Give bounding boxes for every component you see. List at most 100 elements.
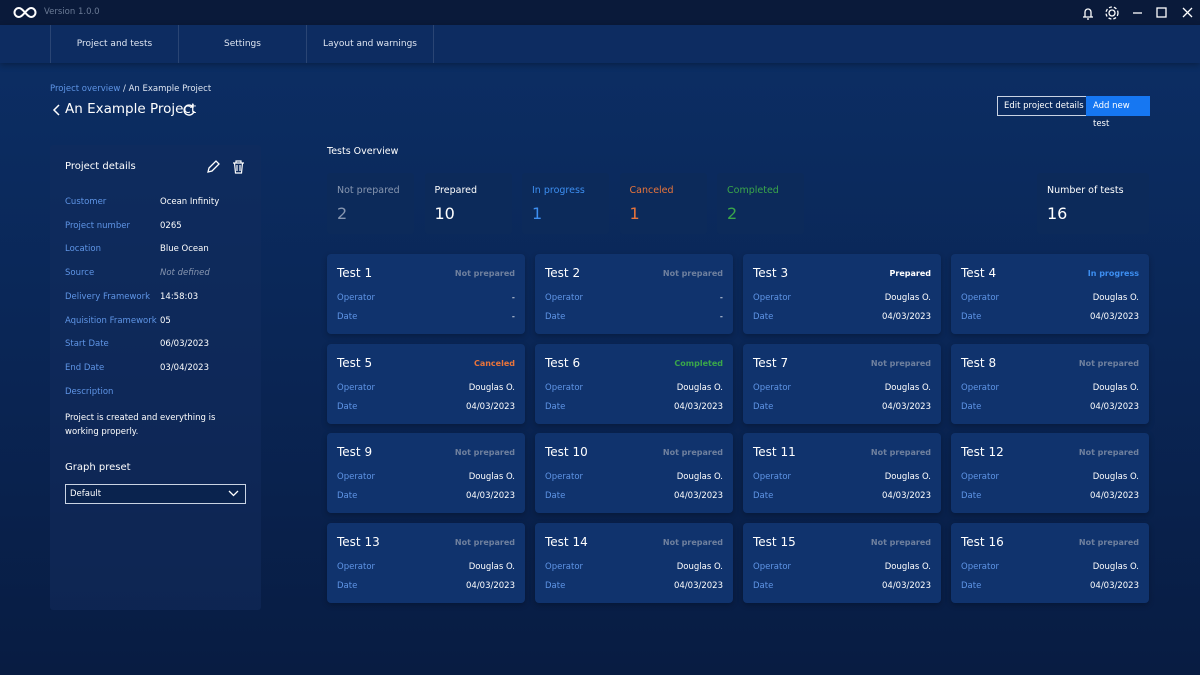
date-value: 04/03/2023 — [466, 401, 515, 412]
test-card[interactable]: Test 15 Not prepared Operator Douglas O. Dat… — [743, 522, 941, 603]
graph-preset-select[interactable]: Default — [65, 484, 246, 504]
nav-tab[interactable]: Layout and warnings — [306, 25, 434, 63]
date-value: 04/03/2023 — [674, 401, 723, 412]
breadcrumb-separator: / — [123, 84, 126, 94]
operator-value: Douglas O. — [1092, 382, 1139, 393]
test-name: Test 14 — [545, 534, 588, 549]
panel-title: Project details — [65, 161, 136, 172]
stat-label: Not prepared — [337, 185, 400, 196]
back-button[interactable] — [52, 104, 62, 116]
date-value: 04/03/2023 — [882, 312, 931, 322]
field-value: Ocean Infinity — [160, 197, 220, 207]
field-label: Delivery Framework — [65, 291, 151, 302]
test-card[interactable]: Test 7 Not prepared Operator Douglas O. Date… — [743, 343, 941, 424]
date-label: Date — [545, 401, 566, 412]
edit-button[interactable]: Edit project details — [997, 96, 1091, 116]
operator-value: Douglas O. — [1092, 561, 1139, 572]
operator-value: Douglas O. — [884, 293, 931, 303]
test-card[interactable]: Test 1 Not prepared Operator - Date - — [327, 254, 525, 334]
operator-label: Operator — [753, 382, 792, 393]
test-card[interactable]: Test 4 In progress Operator Douglas O. Date 0… — [951, 254, 1149, 334]
test-status: Not prepared — [662, 537, 723, 547]
overview-title: Tests Overview — [327, 146, 399, 157]
operator-label: Operator — [545, 561, 584, 572]
test-status: Canceled — [473, 358, 515, 368]
stat-label: Number of tests — [1047, 185, 1124, 196]
stat-card: Prepared 10 — [424, 173, 512, 234]
test-card[interactable]: Test 5 Canceled Operator Douglas O. Date 04/0… — [327, 343, 525, 424]
date-value: 04/03/2023 — [1090, 491, 1139, 501]
date-label: Date — [753, 312, 774, 322]
nav-tab[interactable]: Project and tests — [50, 25, 178, 63]
refresh-button[interactable] — [182, 103, 196, 117]
stat-label: Completed — [727, 185, 779, 196]
operator-value: - — [511, 293, 515, 303]
operator-value: Douglas O. — [468, 382, 515, 393]
date-label: Date — [753, 580, 774, 591]
test-name: Test 7 — [753, 355, 789, 370]
operator-value: Douglas O. — [676, 472, 723, 482]
test-name: Test 4 — [961, 266, 997, 280]
close-button[interactable] — [1182, 7, 1194, 19]
test-card[interactable]: Test 6 Completed Operator Douglas O. Date 04/… — [535, 343, 733, 424]
date-value: 04/03/2023 — [466, 491, 515, 501]
stat-value: 2 — [727, 204, 738, 223]
operator-value: Douglas O. — [884, 472, 931, 482]
operator-label: Operator — [337, 293, 376, 303]
date-value: 04/03/2023 — [1090, 401, 1139, 412]
test-name: Test 8 — [961, 355, 997, 370]
test-card[interactable]: Test 10 Not prepared Operator Douglas O. Dat… — [535, 433, 733, 513]
field-label: Location — [65, 244, 101, 255]
test-card[interactable]: Test 2 Not prepared Operator - Date - — [535, 254, 733, 334]
stat-value: 1 — [532, 204, 543, 223]
add-test-button[interactable]: Add new test — [1086, 96, 1150, 129]
stat-card: Canceled 1 — [619, 173, 707, 234]
field-value: 06/03/2023 — [160, 339, 209, 350]
breadcrumb-link[interactable]: Project overview — [50, 84, 121, 94]
description: Project is created and everything is wor… — [65, 413, 216, 437]
operator-value: Douglas O. — [676, 561, 723, 572]
operator-label: Operator — [545, 472, 584, 482]
date-label: Date — [337, 401, 358, 412]
date-value: 04/03/2023 — [1090, 312, 1139, 322]
operator-label: Operator — [545, 293, 584, 303]
date-value: 04/03/2023 — [674, 580, 723, 591]
test-status: Not prepared — [870, 537, 931, 547]
stat-value: 2 — [337, 204, 348, 223]
test-name: Test 2 — [545, 266, 581, 280]
nav-tab[interactable]: Settings — [178, 25, 306, 63]
test-card[interactable]: Test 9 Not prepared Operator Douglas O. Date… — [327, 433, 525, 513]
stat-label: Canceled — [629, 185, 674, 196]
operator-value: Douglas O. — [1092, 293, 1139, 303]
date-label: Date — [337, 491, 358, 501]
stat-value: 16 — [1047, 204, 1068, 223]
operator-label: Operator — [961, 561, 1000, 572]
test-card[interactable]: Test 16 Not prepared Operator Douglas O. Dat… — [951, 522, 1149, 603]
test-card[interactable]: Test 3 Prepared Operator Douglas O. Date 04/0… — [743, 254, 941, 334]
test-card[interactable]: Test 11 Not prepared Operator Douglas O. Dat… — [743, 433, 941, 513]
date-label: Date — [545, 491, 566, 501]
stat-card: Number of tests 16 — [1037, 173, 1149, 234]
version: Version 1.0.0 — [44, 7, 100, 17]
test-card[interactable]: Test 13 Not prepared Operator Douglas O. Dat… — [327, 522, 525, 603]
test-card[interactable]: Test 14 Not prepared Operator Douglas O. Dat… — [535, 522, 733, 603]
date-label: Date — [337, 580, 358, 591]
test-status: Not prepared — [1078, 448, 1139, 457]
test-status: Not prepared — [870, 448, 931, 457]
date-value: 04/03/2023 — [466, 580, 515, 591]
breadcrumb: Project overview / An Example Project — [50, 84, 211, 94]
date-label: Date — [545, 580, 566, 591]
test-name: Test 1 — [337, 266, 373, 280]
field-label: Start Date — [65, 339, 109, 350]
field-label: Description — [65, 386, 114, 397]
test-card[interactable]: Test 12 Not prepared Operator Douglas O. Dat… — [951, 433, 1149, 513]
operator-label: Operator — [961, 472, 1000, 482]
window-controls[interactable] — [1080, 5, 1170, 21]
operator-label: Operator — [961, 382, 1000, 393]
date-value: - — [719, 312, 723, 322]
test-name: Test 12 — [961, 445, 1004, 459]
field-value: Not defined — [160, 268, 210, 279]
test-card[interactable]: Test 8 Not prepared Operator Douglas O. Date… — [951, 343, 1149, 424]
panel-actions[interactable] — [206, 159, 246, 175]
